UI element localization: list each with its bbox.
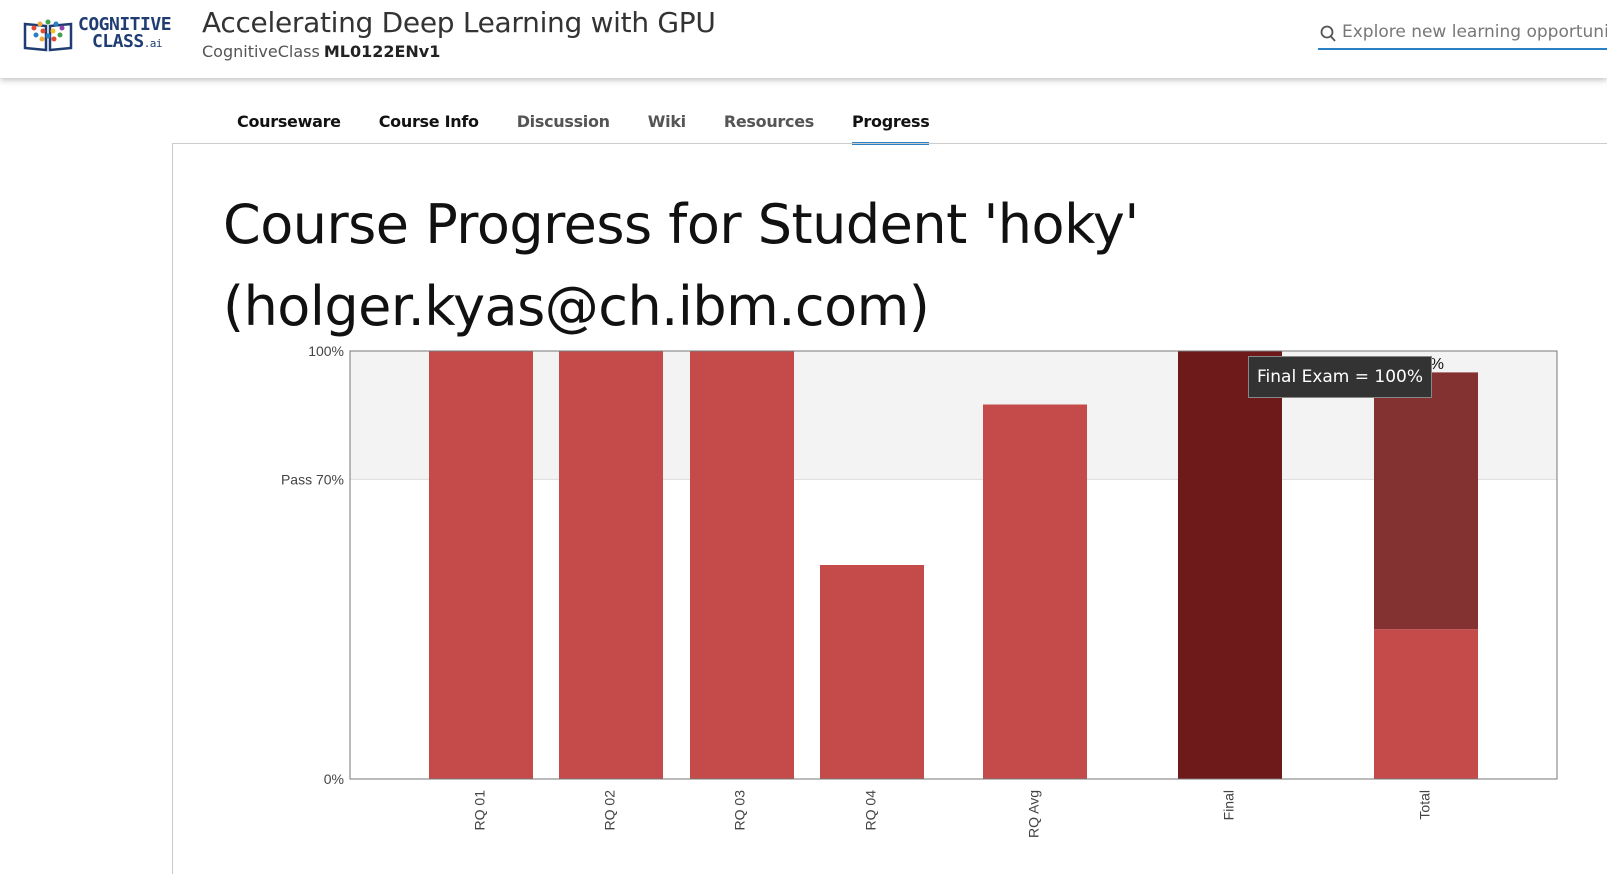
final-exam-tooltip: Final Exam = 100% xyxy=(1248,356,1433,398)
search-input[interactable] xyxy=(1342,20,1607,44)
logo-book-icon xyxy=(23,19,73,52)
course-title: Accelerating Deep Learning with GPU xyxy=(202,6,716,39)
course-tabs: Courseware Course Info Discussion Wiki R… xyxy=(237,98,967,145)
tab-discussion[interactable]: Discussion xyxy=(516,112,610,131)
cognitive-class-logo[interactable]: COGNITIVE CLASS.ai xyxy=(22,14,172,54)
logo-wordmark: COGNITIVE CLASS.ai xyxy=(78,14,172,52)
org-name: CognitiveClass xyxy=(202,42,320,61)
course-org: CognitiveClass ML0122ENv1 xyxy=(202,42,440,61)
tab-course-info[interactable]: Course Info xyxy=(378,112,479,131)
course-code: ML0122ENv1 xyxy=(323,42,441,61)
search-bar[interactable] xyxy=(1318,20,1607,50)
page-title: Course Progress for Student 'hoky' (holg… xyxy=(223,193,1139,338)
search-icon[interactable] xyxy=(1320,24,1336,44)
logo-suffix: .ai xyxy=(143,37,163,50)
site-header: COGNITIVE CLASS.ai Accelerating Deep Lea… xyxy=(0,0,1607,78)
logo-line-1: COGNITIVE xyxy=(78,14,172,35)
logo-line-2: CLASS xyxy=(92,31,144,52)
progress-panel: Course Progress for Student 'hoky' (holg… xyxy=(172,143,1607,874)
tab-courseware[interactable]: Courseware xyxy=(237,112,341,131)
tab-resources[interactable]: Resources xyxy=(723,112,814,131)
tab-wiki[interactable]: Wiki xyxy=(647,112,686,131)
tab-progress[interactable]: Progress xyxy=(851,98,930,145)
